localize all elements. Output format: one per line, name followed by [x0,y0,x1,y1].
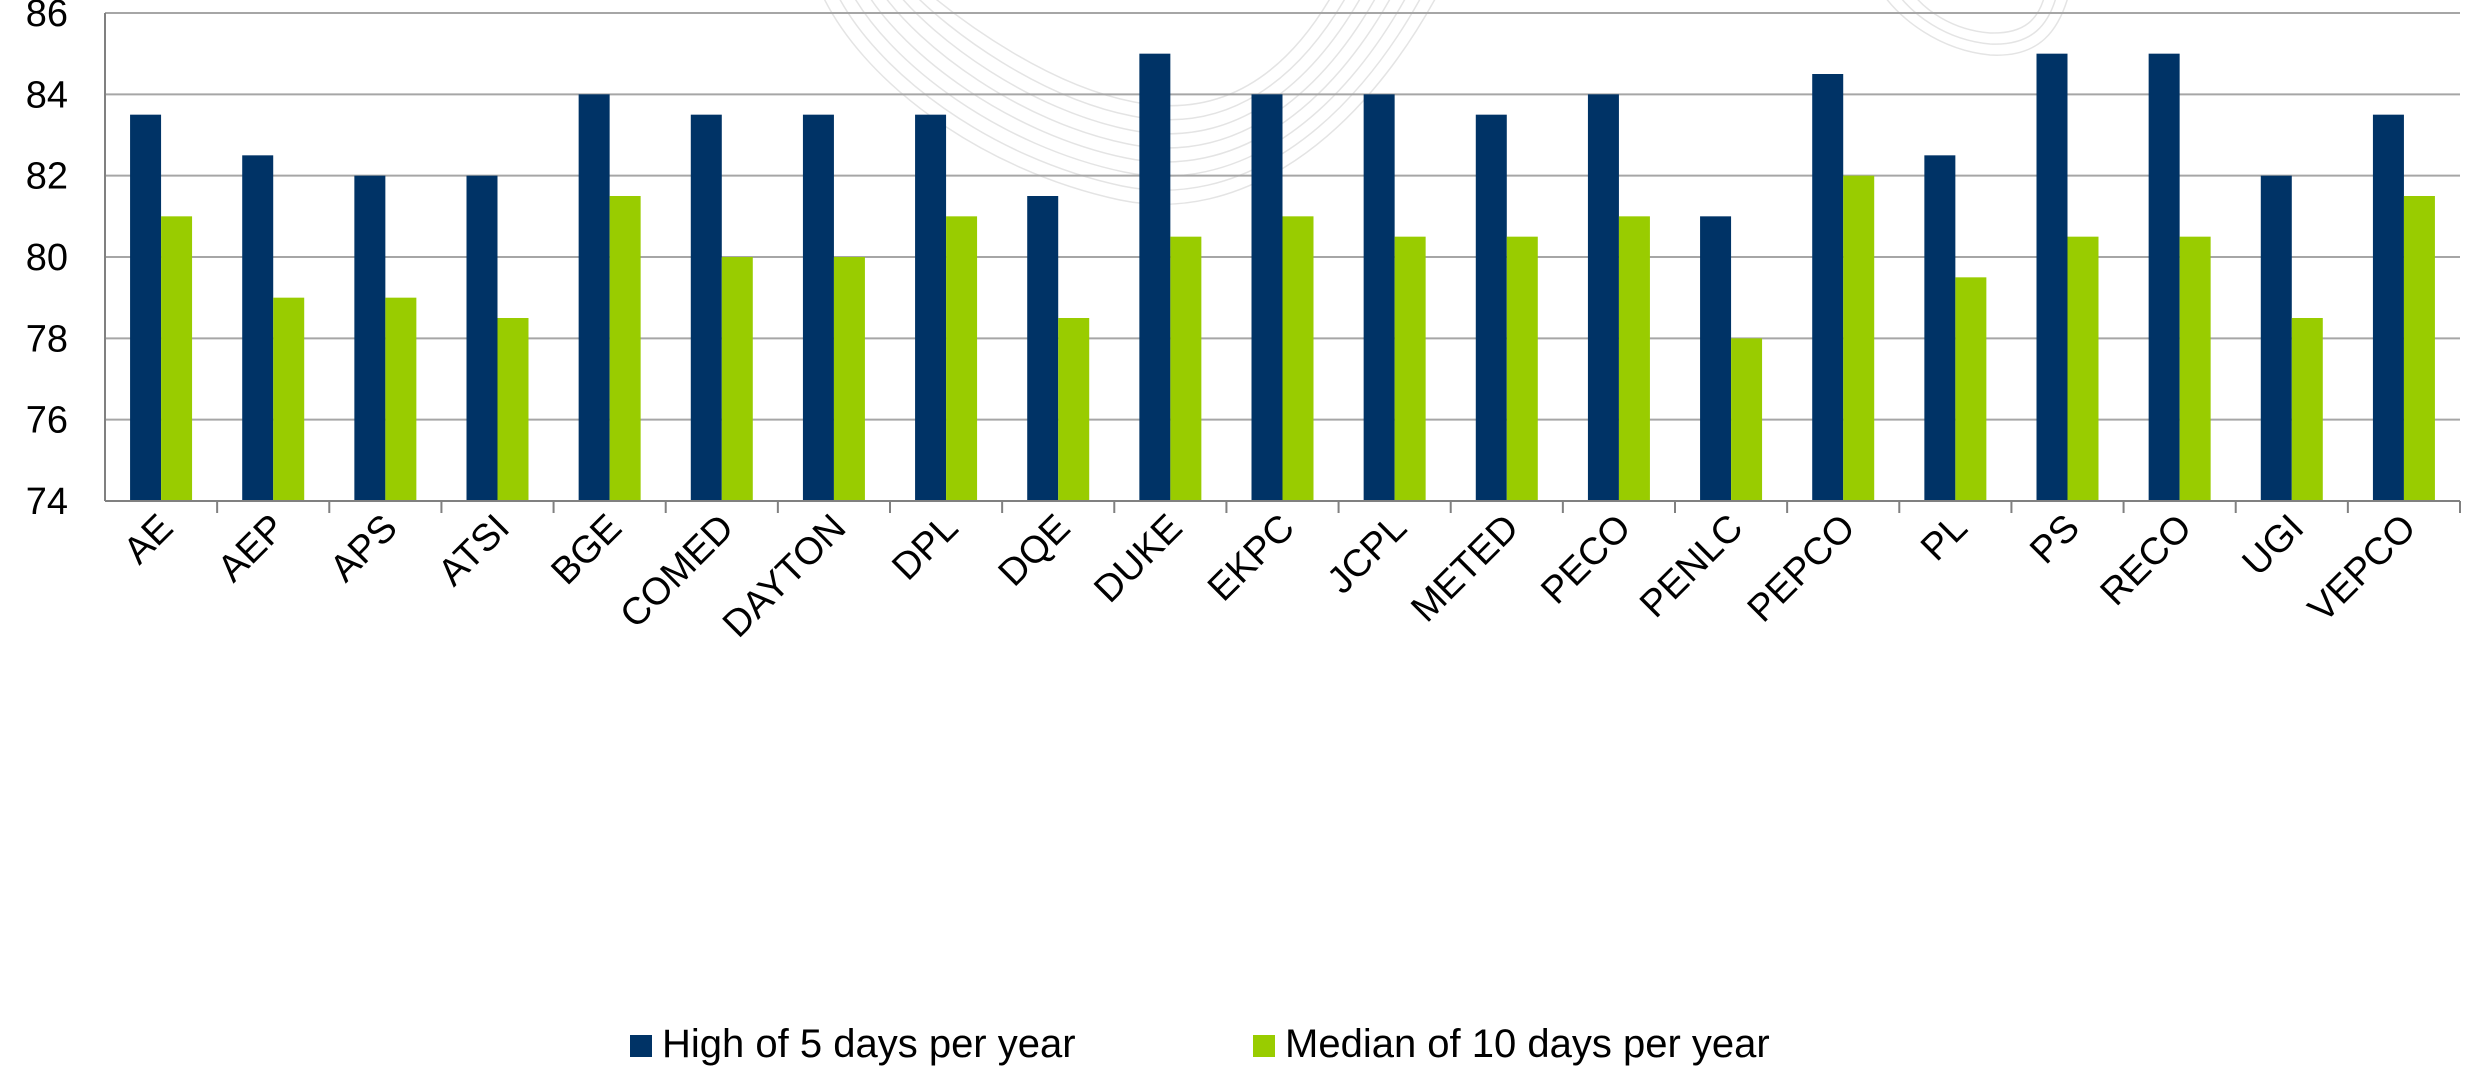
x-category-label: ATSI [430,507,517,594]
y-axis-tick-labels: 74 76 78 80 82 84 86 [26,0,68,523]
x-category-label: BGE [544,507,630,593]
bar-median-10-days-duke [1170,236,1202,501]
bar-high-5-days-dqe [1027,196,1059,501]
bar-high-5-days-ps [2036,53,2068,502]
bar-high-5-days-pl [1924,155,1956,502]
bar-high-5-days-comed [690,114,722,502]
legend-label: High of 5 days per year [662,1022,1076,1066]
bar-median-10-days-aps [385,297,417,501]
bar-median-10-days-ugi [2291,318,2323,501]
legend-swatch [630,1035,652,1057]
bar-median-10-days-pl [1955,277,1987,501]
x-category-label: DUKE [1086,507,1190,611]
x-category-label: PEPCO [1740,507,1864,631]
bar-median-10-days-ps [2067,236,2099,501]
x-category-label: PECO [1533,507,1639,613]
bar-median-10-days-vepco [2403,196,2435,501]
bar-median-10-days-dayton [833,257,865,501]
x-category-label: DAYTON [715,507,854,646]
bar-median-10-days-bge [609,196,641,501]
bar-high-5-days-duke [1139,53,1171,502]
x-category-label: DPL [884,507,966,589]
bar-median-10-days-ekpc [1282,216,1314,502]
bar-high-5-days-bge [578,94,610,501]
bar-median-10-days-dqe [1058,318,1090,501]
y-tick-label: 86 [26,0,68,35]
x-category-label: RECO [2093,507,2200,614]
x-category-label: PS [2022,507,2088,573]
x-category-label: PENLC [1632,507,1751,626]
x-category-label: VEPCO [2301,507,2425,631]
x-category-label: PL [1913,507,1976,570]
legend-swatch [1253,1035,1275,1057]
background-watermark [824,0,2068,205]
legend-label: Median of 10 days per year [1285,1022,1770,1066]
bar-median-10-days-reco [2179,236,2211,501]
x-category-label: EKPC [1200,507,1303,610]
y-tick-label: 84 [26,74,68,116]
bar-high-5-days-vepco [2372,114,2404,502]
bar-median-10-days-atsi [497,318,529,501]
bar-high-5-days-ae [130,114,162,502]
bar-median-10-days-ae [161,216,193,502]
x-category-label: DQE [991,507,1079,595]
bar-median-10-days-aep [273,297,305,501]
bar-high-5-days-jcpl [1363,94,1395,501]
bar-high-5-days-ugi [2260,175,2292,501]
bar-median-10-days-peco [1618,216,1650,502]
bars [130,53,2435,502]
bar-median-10-days-meted [1506,236,1538,501]
bar-high-5-days-dpl [915,114,947,502]
y-tick-label: 80 [26,237,68,279]
bar-median-10-days-penlc [1731,338,1763,501]
bar-median-10-days-dpl [946,216,978,502]
axes [104,13,2461,513]
x-category-label: METED [1403,507,1527,631]
bar-high-5-days-dayton [802,114,834,502]
x-category-label: APS [322,507,405,590]
y-tick-label: 74 [26,481,68,523]
x-category-label: UGI [2235,507,2312,584]
bar-high-5-days-ekpc [1251,94,1283,501]
bar-high-5-days-reco [2148,53,2180,502]
bar-median-10-days-comed [721,257,753,501]
bar-high-5-days-aps [354,175,386,501]
bar-median-10-days-pepco [1843,175,1875,501]
bar-high-5-days-penlc [1700,216,1732,502]
x-category-label: AE [116,507,182,573]
x-category-label: AEP [210,507,293,590]
bar-high-5-days-peco [1587,94,1619,501]
bar-high-5-days-atsi [466,175,498,501]
legend: High of 5 days per year Median of 10 days… [630,1022,1770,1066]
y-tick-label: 78 [26,318,68,360]
bar-high-5-days-pepco [1812,74,1844,501]
y-tick-label: 82 [26,156,68,198]
bar-high-5-days-aep [242,155,274,502]
bar-median-10-days-jcpl [1394,236,1426,501]
y-tick-label: 76 [26,400,68,442]
bar-high-5-days-meted [1475,114,1507,502]
x-category-label: JCPL [1320,507,1415,602]
